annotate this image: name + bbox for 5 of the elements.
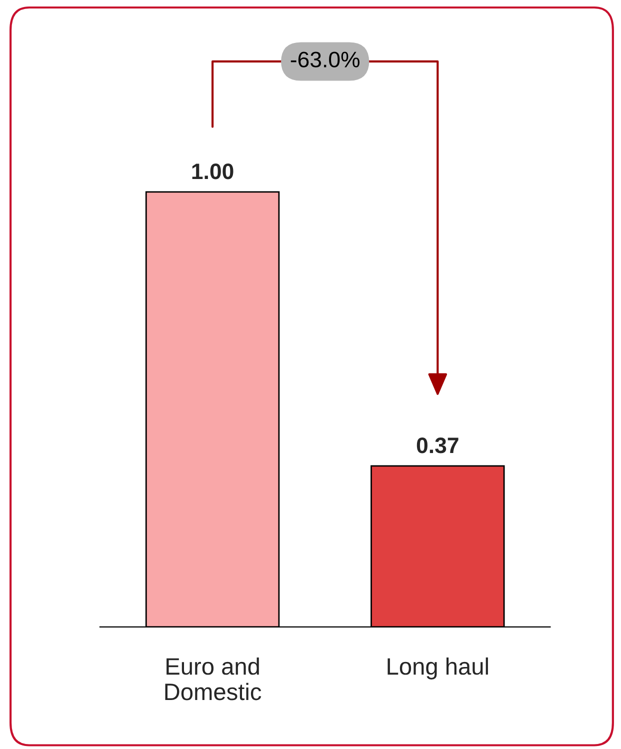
x-tick-label: Long haul [388,657,488,680]
data-label: 1.00 [192,163,234,180]
text: -63.0% [290,52,360,68]
data-label: 0.37 [416,438,458,454]
x-tick-label: Euro and Domestic [165,657,262,700]
